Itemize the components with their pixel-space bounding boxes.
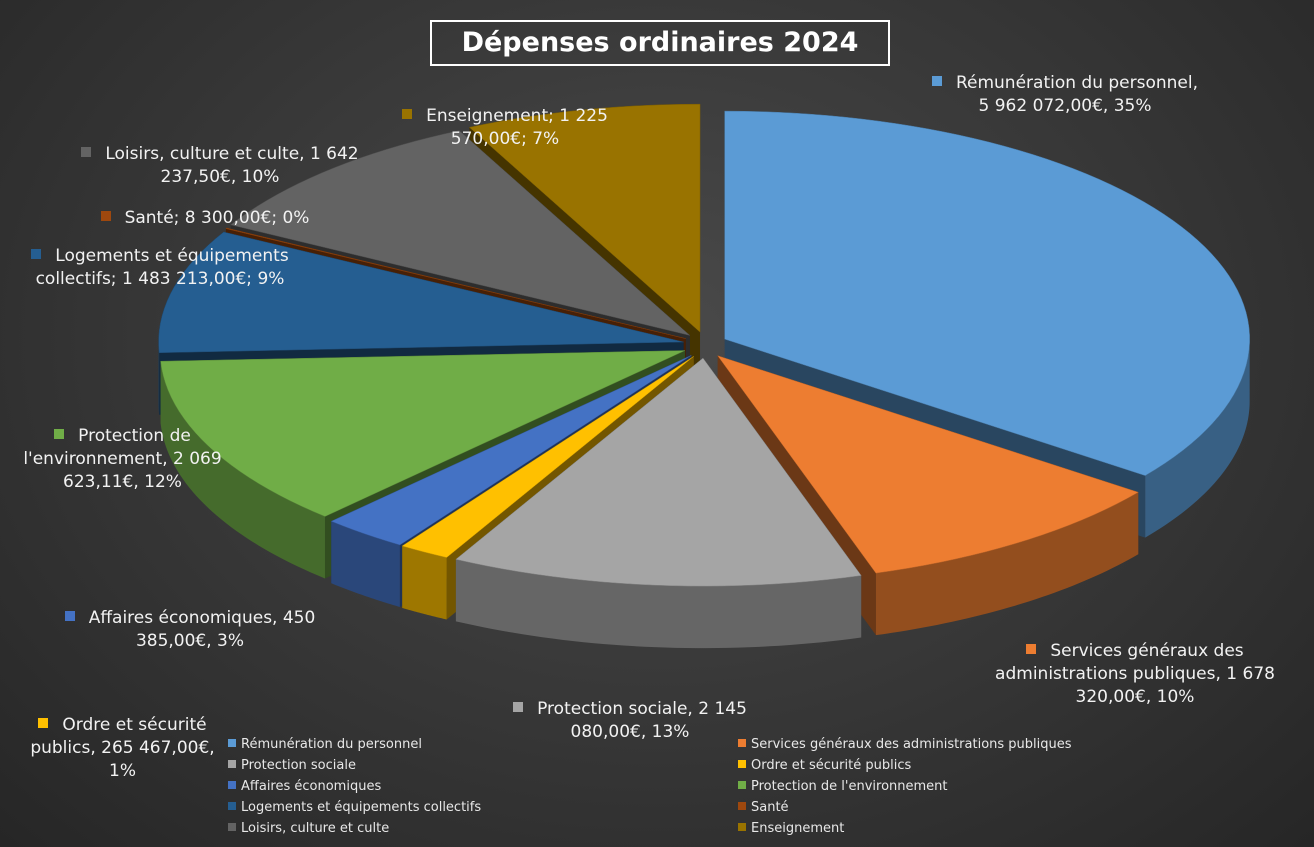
text: Ordre et sécurité publics	[751, 758, 912, 773]
legend-entry: Ordre et sécurité publics	[738, 758, 911, 773]
swatch	[228, 802, 236, 810]
text: Rémunération du personnel, 5 962 072,00€…	[955, 73, 1199, 116]
swatch	[228, 823, 236, 831]
data-label: Protection de l'environnement, 2 069 623…	[15, 425, 230, 494]
text: Enseignement; 1 225 570,00€; 7%	[426, 106, 608, 149]
swatch	[228, 781, 236, 789]
slice	[160, 350, 686, 517]
slice	[401, 356, 694, 558]
slice	[455, 357, 862, 587]
text: Protection de l'environnement	[751, 779, 948, 794]
text: Rémunération du personnel	[241, 737, 422, 752]
swatch	[31, 249, 42, 259]
data-label: Logements et équipements collectifs; 1 4…	[15, 245, 305, 291]
swatch	[738, 739, 746, 747]
slice	[158, 231, 684, 353]
text: Services généraux des administrations pu…	[995, 641, 1275, 707]
slice-side	[158, 342, 160, 415]
text: Loisirs, culture et culte, 1 642 237,50€…	[105, 144, 359, 187]
data-label: Rémunération du personnel, 5 962 072,00€…	[930, 72, 1200, 118]
text: Santé	[751, 800, 789, 815]
text: Loisirs, culture et culte	[241, 821, 390, 836]
slice-side	[160, 361, 325, 579]
swatch	[738, 760, 746, 768]
legend-entry: Rémunération du personnel	[228, 737, 422, 752]
text: Services généraux des administrations pu…	[751, 737, 1072, 752]
data-label: Enseignement; 1 225 570,00€; 7%	[375, 105, 635, 151]
data-label: Santé; 8 300,00€; 0%	[55, 207, 355, 230]
data-label: Ordre et sécurité publics, 265 467,00€, …	[15, 714, 230, 783]
legend-entry: Protection sociale	[228, 758, 356, 773]
data-label: Services généraux des administrations pu…	[990, 640, 1280, 709]
legend-entry: Logements et équipements collectifs	[228, 800, 481, 815]
swatch	[81, 147, 92, 157]
legend-entry: Santé	[738, 800, 789, 815]
data-label: Affaires économiques, 450 385,00€, 3%	[40, 607, 340, 653]
swatch	[931, 76, 942, 86]
swatch	[54, 429, 65, 439]
slice	[225, 227, 686, 339]
swatch	[402, 109, 413, 119]
legend-entry: Loisirs, culture et culte	[228, 821, 389, 836]
slice	[330, 355, 692, 546]
slice	[468, 103, 701, 333]
slice-side	[875, 492, 1139, 636]
slice-side	[331, 521, 400, 607]
slice-side	[402, 545, 447, 620]
data-label: Loisirs, culture et culte, 1 642 237,50€…	[70, 143, 370, 189]
legend-entry: Enseignement	[738, 821, 844, 836]
swatch	[738, 781, 746, 789]
swatch	[1026, 644, 1037, 654]
text: Logements et équipements collectifs; 1 4…	[35, 246, 289, 289]
text: Protection sociale	[241, 758, 356, 773]
swatch	[738, 802, 746, 810]
text: Ordre et sécurité publics, 265 467,00€, …	[30, 715, 215, 781]
text: Logements et équipements collectifs	[241, 800, 482, 815]
swatch	[738, 823, 746, 831]
text: Protection de l'environnement, 2 069 623…	[23, 426, 222, 492]
swatch	[64, 611, 75, 621]
slice-side	[455, 559, 862, 649]
slice	[724, 110, 1250, 476]
swatch	[38, 718, 49, 728]
text: Enseignement	[751, 821, 845, 836]
legend-entry: Services généraux des administrations pu…	[738, 737, 1072, 752]
slice	[717, 355, 1139, 574]
text: Affaires économiques	[241, 779, 382, 794]
data-label: Protection sociale, 2 145 080,00€, 13%	[500, 698, 760, 744]
text: Santé; 8 300,00€; 0%	[124, 208, 310, 228]
text: Protection sociale, 2 145 080,00€, 13%	[537, 699, 747, 742]
swatch	[100, 211, 111, 221]
text: Affaires économiques, 450 385,00€, 3%	[88, 608, 316, 651]
swatch	[228, 739, 236, 747]
slice	[230, 130, 691, 336]
legend-entry: Protection de l'environnement	[738, 779, 948, 794]
swatch	[228, 760, 236, 768]
legend-entry: Affaires économiques	[228, 779, 381, 794]
swatch	[513, 702, 524, 712]
chart-title: Dépenses ordinaires 2024	[430, 20, 890, 66]
